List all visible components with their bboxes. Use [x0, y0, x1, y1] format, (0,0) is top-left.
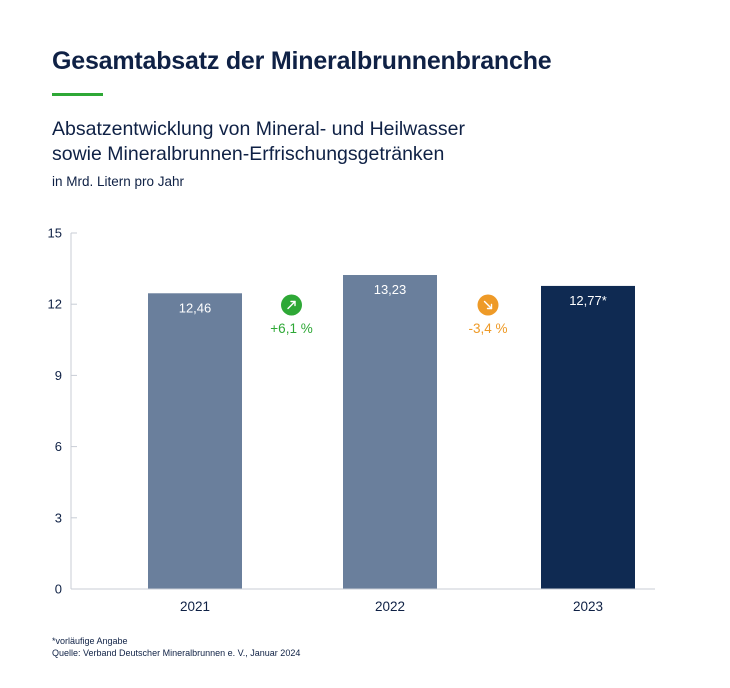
- unit-label: in Mrd. Litern pro Jahr: [52, 174, 185, 189]
- footnote-provisional: *vorläufige Angabe: [52, 636, 128, 646]
- footnote: *vorläufige Angabe Quelle: Verband Deuts…: [52, 635, 300, 659]
- y-tick-label: 15: [48, 226, 62, 241]
- bar: [343, 275, 437, 589]
- bar-value-label: 12,77*: [569, 293, 607, 308]
- change-percent-label: +6,1 %: [270, 321, 312, 336]
- x-tick-label: 2023: [573, 599, 603, 614]
- y-tick-label: 3: [55, 510, 62, 525]
- subtitle-line-1: Absatzentwicklung von Mineral- und Heilw…: [52, 118, 465, 140]
- bar: [148, 293, 242, 589]
- arrow-down-right-icon: [483, 300, 493, 310]
- y-tick-label: 12: [48, 297, 62, 312]
- y-tick-label: 0: [55, 582, 62, 597]
- x-tick-label: 2022: [375, 599, 405, 614]
- arrow-down-right-icon-head: [486, 303, 493, 310]
- footnote-source: Quelle: Verband Deutscher Mineralbrunnen…: [52, 648, 301, 658]
- arrow-up-right-icon: [287, 300, 296, 310]
- bar-value-label: 13,23: [374, 282, 407, 297]
- x-tick-label: 2021: [180, 599, 210, 614]
- bar: [541, 285, 635, 589]
- y-tick-label: 9: [55, 368, 62, 383]
- chart-subtitle: Absatzentwicklung von Mineral- und Heilw…: [52, 117, 465, 167]
- bar-value-label: 12,46: [179, 300, 212, 315]
- subtitle-line-2: sowie Mineralbrunnen-Erfrischungsgetränk…: [52, 143, 445, 165]
- chart-title: Gesamtabsatz der Mineralbrunnenbranche: [52, 47, 552, 75]
- arrow-up-right-icon-head: [290, 300, 296, 307]
- change-percent-label: -3,4 %: [468, 321, 507, 336]
- y-tick-label: 6: [55, 439, 62, 454]
- title-accent-rule: [52, 93, 103, 96]
